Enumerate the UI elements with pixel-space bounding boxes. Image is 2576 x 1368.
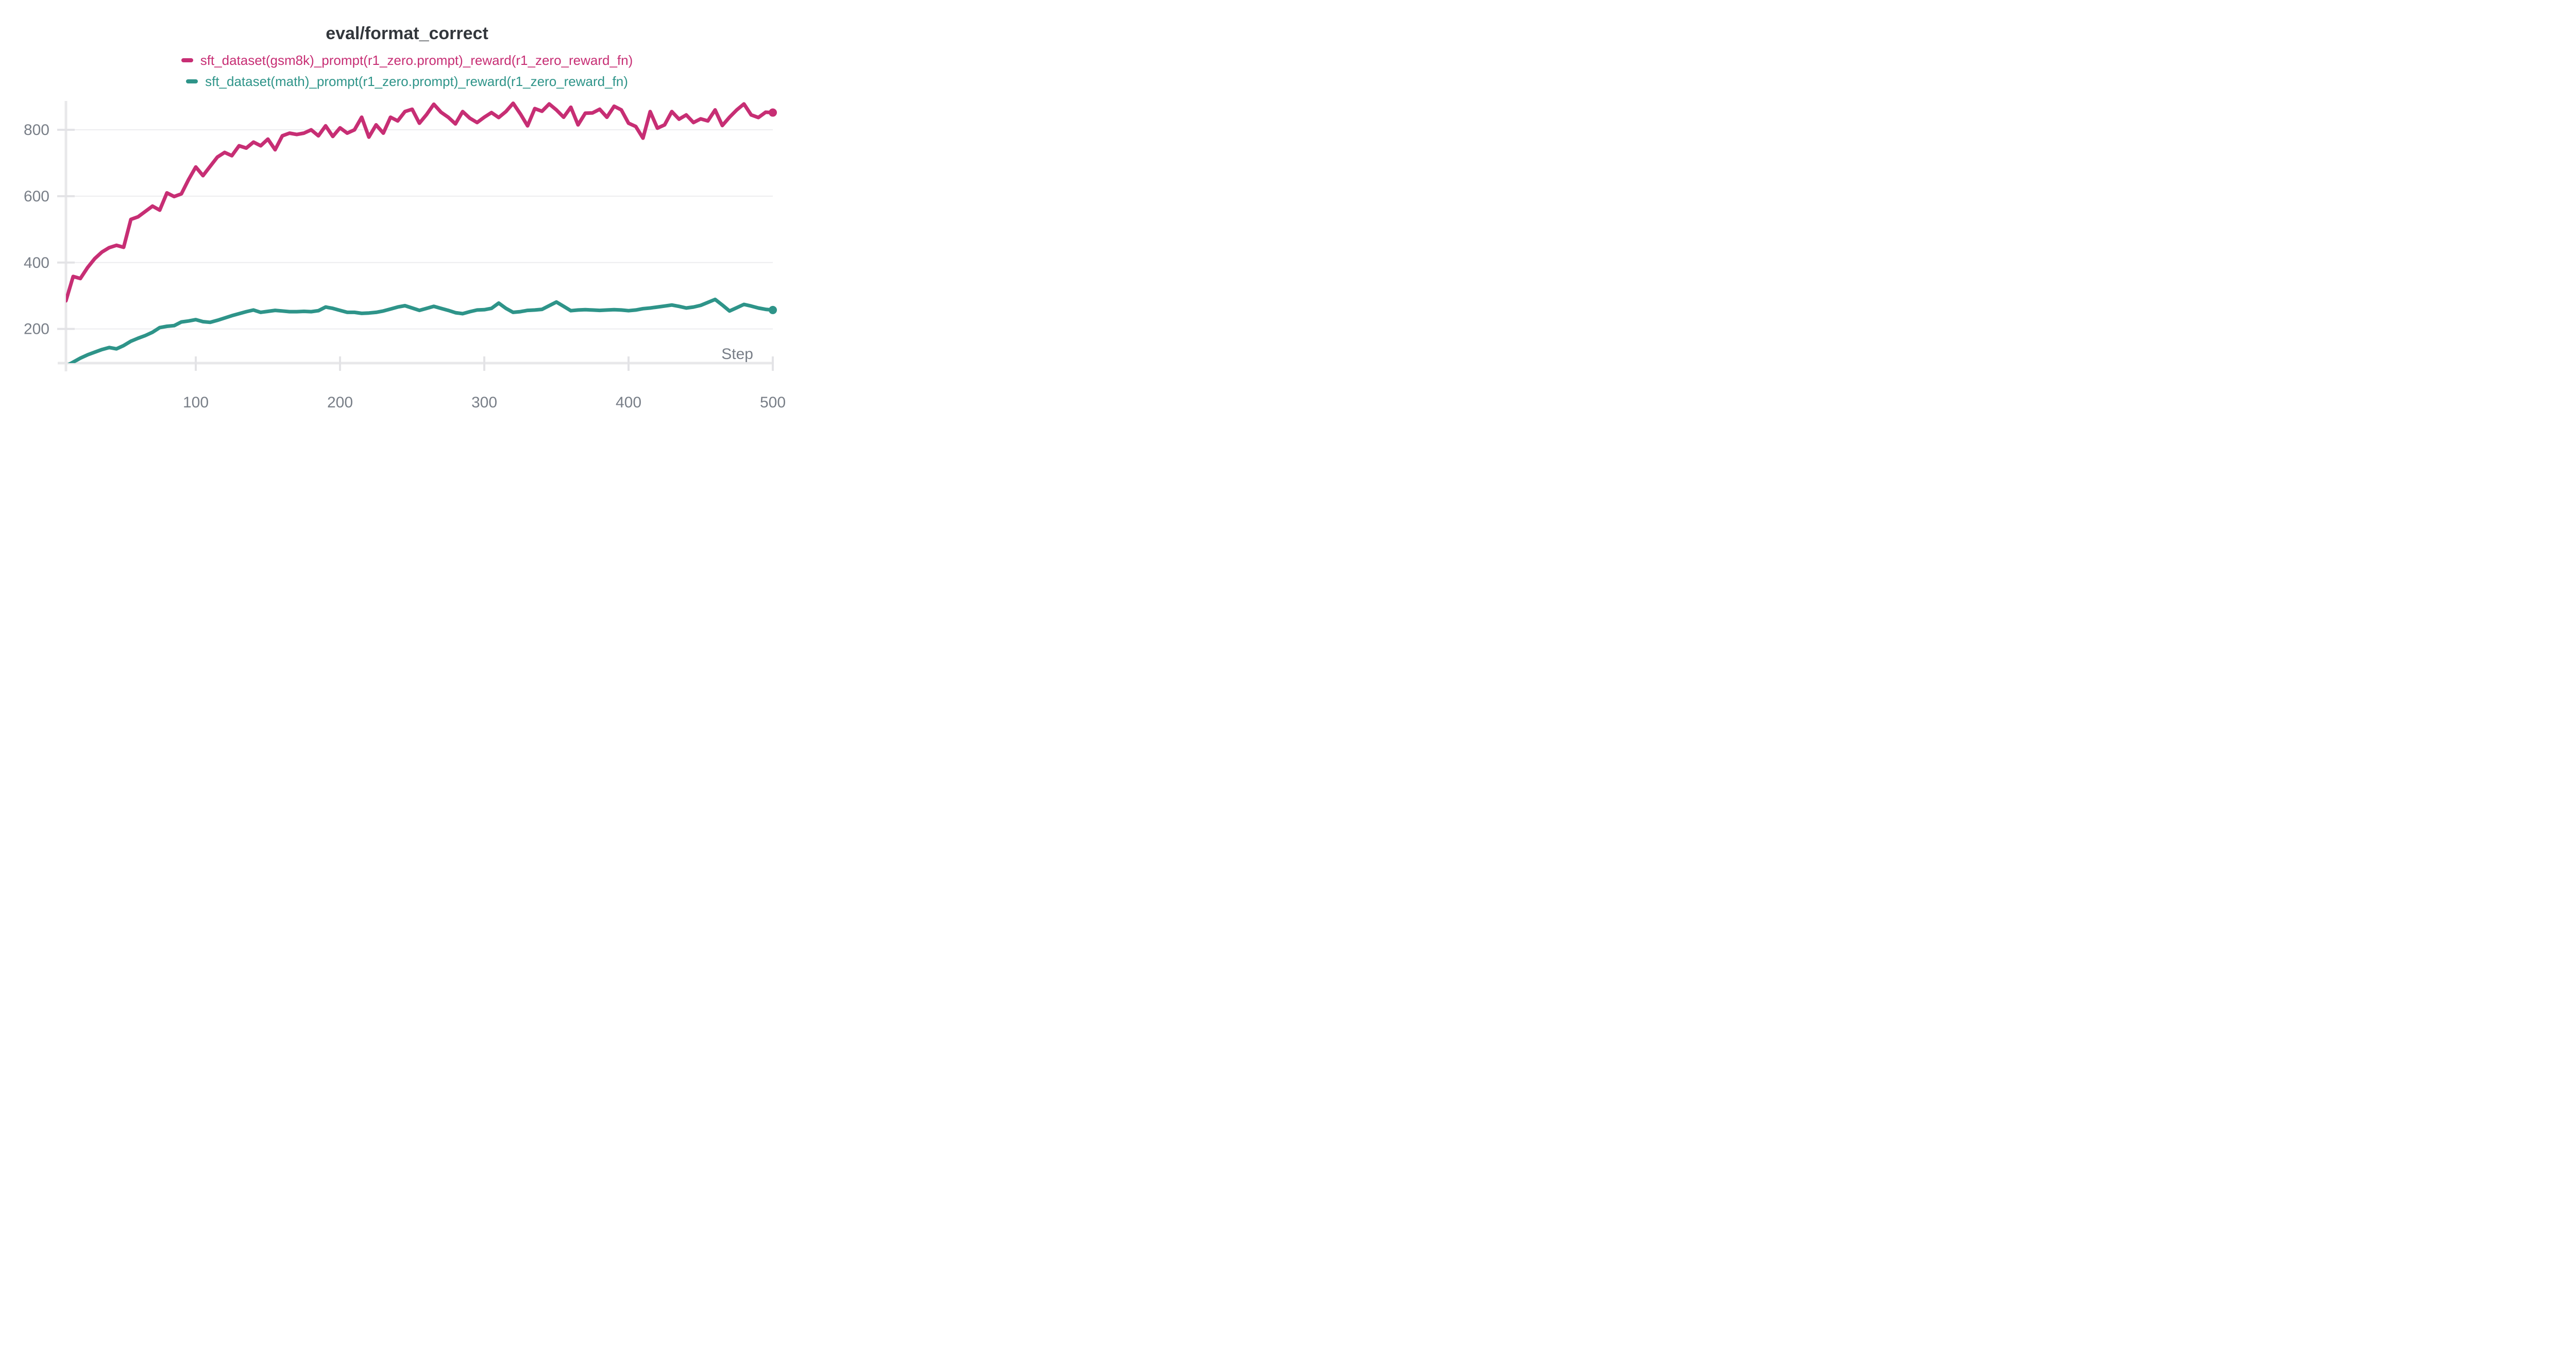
legend-item-gsm8k-run[interactable]: sft_dataset(gsm8k)_prompt(r1_zero.prompt… bbox=[181, 52, 633, 69]
y-tick-label-400: 400 bbox=[24, 254, 49, 271]
y-tick-label-800: 800 bbox=[24, 122, 49, 139]
legend-line-marker-math bbox=[186, 79, 198, 83]
plot-area[interactable]: 200 400 600 800 100 200 300 400 500 Step bbox=[0, 0, 814, 427]
x-tick-label-200: 200 bbox=[327, 394, 353, 411]
y-tick-label-600: 600 bbox=[24, 188, 49, 205]
series-line-gsm8k bbox=[66, 101, 774, 303]
legend-label-gsm8k-run: sft_dataset(gsm8k)_prompt(r1_zero.prompt… bbox=[200, 53, 633, 68]
x-tick-label-100: 100 bbox=[183, 394, 209, 411]
wandb-line-chart-panel: eval/format_correct sft_dataset(gsm8k)_p… bbox=[0, 0, 814, 427]
series-end-dot-gsm8k bbox=[769, 108, 777, 117]
series-line-math bbox=[67, 297, 774, 363]
legend-item-math-run[interactable]: sft_dataset(math)_prompt(r1_zero.prompt)… bbox=[186, 73, 628, 90]
series-end-dot-math bbox=[769, 305, 777, 314]
legend-label-math-run: sft_dataset(math)_prompt(r1_zero.prompt)… bbox=[205, 74, 628, 89]
x-axis-title: Step bbox=[721, 346, 753, 363]
legend: sft_dataset(gsm8k)_prompt(r1_zero.prompt… bbox=[0, 52, 814, 90]
y-tick-label-200: 200 bbox=[24, 321, 49, 338]
x-tick-label-400: 400 bbox=[616, 394, 641, 411]
x-tick-label-300: 300 bbox=[471, 394, 497, 411]
x-tick-label-500: 500 bbox=[760, 394, 786, 411]
legend-line-marker-gsm8k bbox=[181, 58, 193, 62]
chart-title: eval/format_correct bbox=[326, 24, 488, 43]
